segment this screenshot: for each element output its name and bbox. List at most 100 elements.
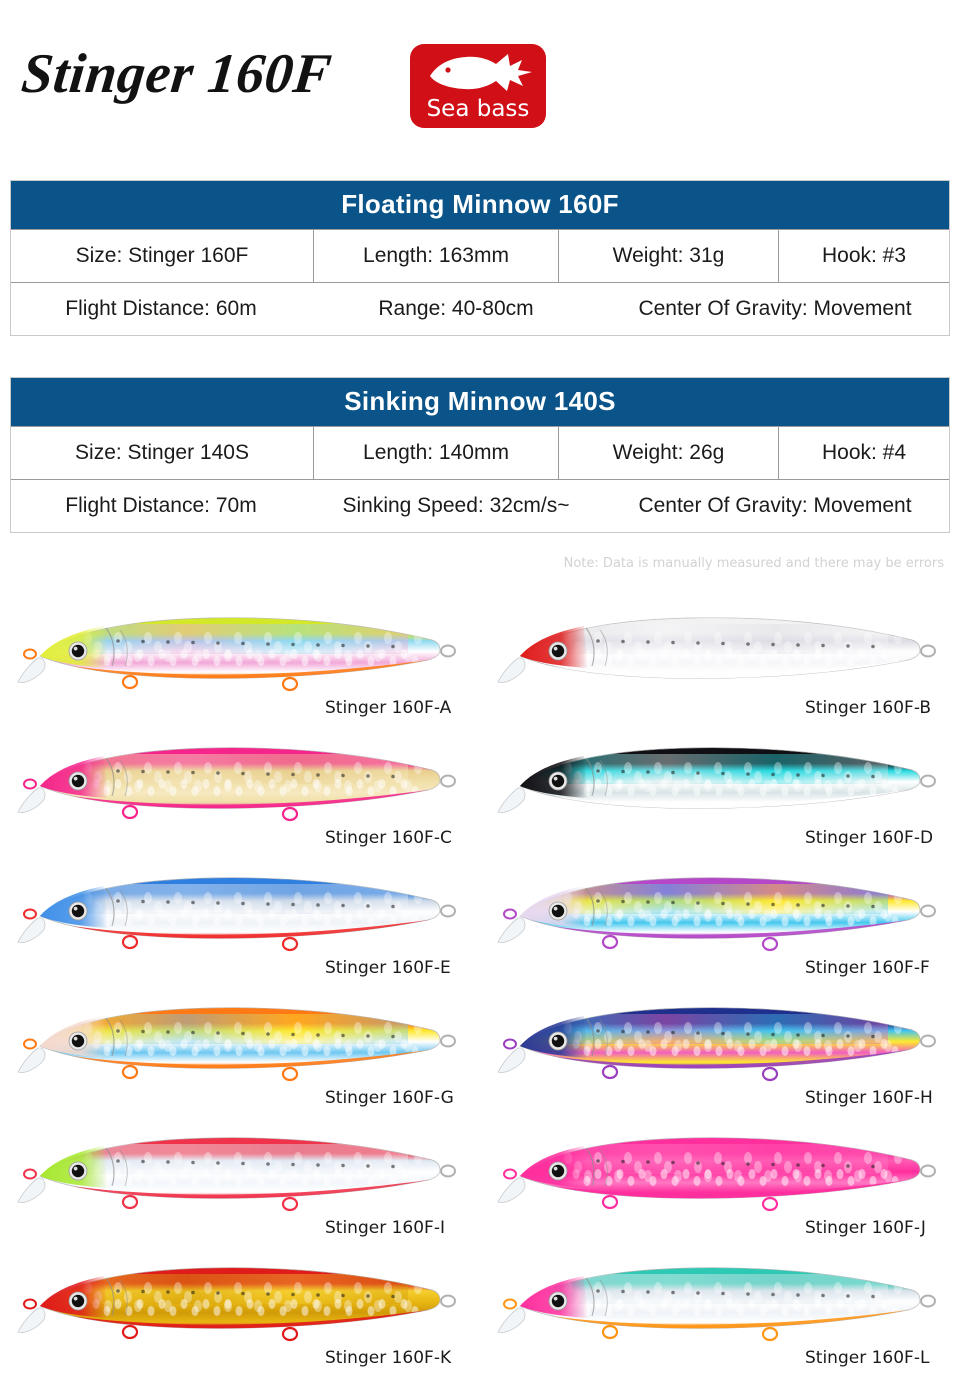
spec-cell-center-of-gravity: Center Of Gravity: Movement <box>638 297 912 320</box>
front-hook-hanger <box>601 934 619 950</box>
tail-ring <box>920 1164 936 1178</box>
lure-cell[interactable]: Stinger 160F-D <box>480 730 960 860</box>
gill-plate-2 <box>119 1019 128 1057</box>
lure-label: Stinger 160F-H <box>805 1088 933 1108</box>
eye-pupil <box>551 644 565 658</box>
lure-cell[interactable]: Stinger 160F-C <box>0 730 480 860</box>
front-hook-hanger <box>601 674 619 690</box>
front-hook-hanger <box>601 804 619 820</box>
lure-illustration <box>497 877 936 952</box>
lure-illustration <box>17 1267 456 1342</box>
tail-ring <box>440 1164 456 1178</box>
tail-ring <box>920 904 936 918</box>
spec-table-floating: Floating Minnow 160F Size: Stinger 160F … <box>10 180 950 336</box>
lure-label: Stinger 160F-C <box>325 828 452 848</box>
nose-line-tie-ring <box>503 648 517 660</box>
rear-hook-hanger <box>761 1066 779 1082</box>
front-hook-hanger <box>121 1324 139 1340</box>
front-hook-hanger <box>601 1324 619 1340</box>
lure-cell[interactable]: Stinger 160F-I <box>0 1120 480 1250</box>
eye-highlight <box>553 1166 558 1171</box>
page-header: Stinger 160F Sea bass <box>0 0 960 160</box>
spec-row-primary: Size: Stinger 160F Length: 163mm Weight:… <box>11 229 949 282</box>
spec-cell-center-of-gravity: Center Of Gravity: Movement <box>638 494 912 517</box>
nose-line-tie-ring <box>23 778 37 790</box>
tail-ring <box>920 1294 936 1308</box>
gill-plate <box>105 1277 115 1317</box>
lure-illustration <box>17 1007 456 1082</box>
diving-lip <box>17 1177 46 1203</box>
gill-plate-2 <box>119 889 128 927</box>
spec-cell-range: Range: 40-80cm <box>378 297 534 320</box>
lure-cell[interactable]: Stinger 160F-B <box>480 600 960 730</box>
spec-cell-weight: Weight: 26g <box>559 427 779 479</box>
nose-line-tie-ring <box>23 1038 37 1050</box>
gill-plate <box>105 1147 115 1187</box>
tail-ring <box>920 644 936 658</box>
nose-line-tie-ring <box>23 648 37 660</box>
rear-hook-hanger <box>281 1196 299 1212</box>
nose-line-tie-ring <box>503 1168 517 1180</box>
gill-plate-2 <box>599 1019 608 1057</box>
lure-cell[interactable]: Stinger 160F-J <box>480 1120 960 1250</box>
lure-label: Stinger 160F-E <box>325 958 451 978</box>
gill-plate <box>585 887 595 927</box>
diving-lip <box>497 917 526 943</box>
lure-cell[interactable]: Stinger 160F-F <box>480 860 960 990</box>
lure-color-grid: Stinger 160F-A <box>0 600 960 1380</box>
tail-ring <box>440 644 456 658</box>
tail-ring <box>920 774 936 788</box>
rear-hook-hanger <box>281 1066 299 1082</box>
lure-cell[interactable]: Stinger 160F-K <box>0 1250 480 1380</box>
lure-illustration <box>17 877 456 952</box>
eye-pupil <box>71 1034 85 1048</box>
nose-line-tie-ring <box>503 1038 517 1050</box>
nose-line-tie-ring <box>503 1298 517 1310</box>
diving-lip <box>497 657 526 683</box>
lure-cell[interactable]: Stinger 160F-G <box>0 990 480 1120</box>
spec-table-sinking: Sinking Minnow 140S Size: Stinger 140S L… <box>10 377 950 533</box>
lure-illustration <box>497 1137 936 1212</box>
gill-plate-2 <box>599 1279 608 1317</box>
lure-illustration <box>497 1267 936 1342</box>
brand-title: Stinger 160F <box>18 43 335 105</box>
eye-highlight <box>73 1166 78 1171</box>
rear-hook-hanger <box>281 676 299 692</box>
gill-plate <box>585 757 595 797</box>
spec-cell-hook: Hook: #4 <box>821 441 907 464</box>
diving-lip <box>17 657 46 683</box>
eye-highlight <box>553 1296 558 1301</box>
lure-cell[interactable]: Stinger 160F-E <box>0 860 480 990</box>
diving-lip <box>497 1177 526 1203</box>
lure-cell[interactable]: Stinger 160F-H <box>480 990 960 1120</box>
gill-plate-2 <box>599 759 608 797</box>
diving-lip <box>17 917 46 943</box>
eye-pupil <box>71 1294 85 1308</box>
spec-cell-size: Size: Stinger 140S <box>11 427 314 479</box>
nose-line-tie-ring <box>23 1298 37 1310</box>
eye-pupil <box>71 1164 85 1178</box>
lure-label: Stinger 160F-J <box>805 1218 926 1238</box>
gill-plate-2 <box>599 629 608 667</box>
measurement-note: Note: Data is manually measured and ther… <box>563 556 944 571</box>
lure-cell[interactable]: Stinger 160F-A <box>0 600 480 730</box>
spec-cell-length: Length: 163mm <box>314 230 559 282</box>
rear-hook-hanger <box>281 1326 299 1342</box>
front-hook-hanger <box>121 934 139 950</box>
lure-illustration <box>17 747 456 822</box>
front-hook-hanger <box>121 1194 139 1210</box>
gill-plate <box>105 1017 115 1057</box>
spec-cell-hook: Hook: #3 <box>821 244 907 267</box>
lure-label: Stinger 160F-I <box>325 1218 445 1238</box>
rear-hook-hanger <box>281 806 299 822</box>
diving-lip <box>497 1307 526 1333</box>
lure-illustration <box>497 617 936 692</box>
eye-highlight <box>73 1296 78 1301</box>
eye-highlight <box>73 1036 78 1041</box>
lure-cell[interactable]: Stinger 160F-L <box>480 1250 960 1380</box>
nose-line-tie-ring <box>23 908 37 920</box>
gill-plate <box>585 627 595 667</box>
nose-line-tie-ring <box>503 908 517 920</box>
eye-pupil <box>71 904 85 918</box>
